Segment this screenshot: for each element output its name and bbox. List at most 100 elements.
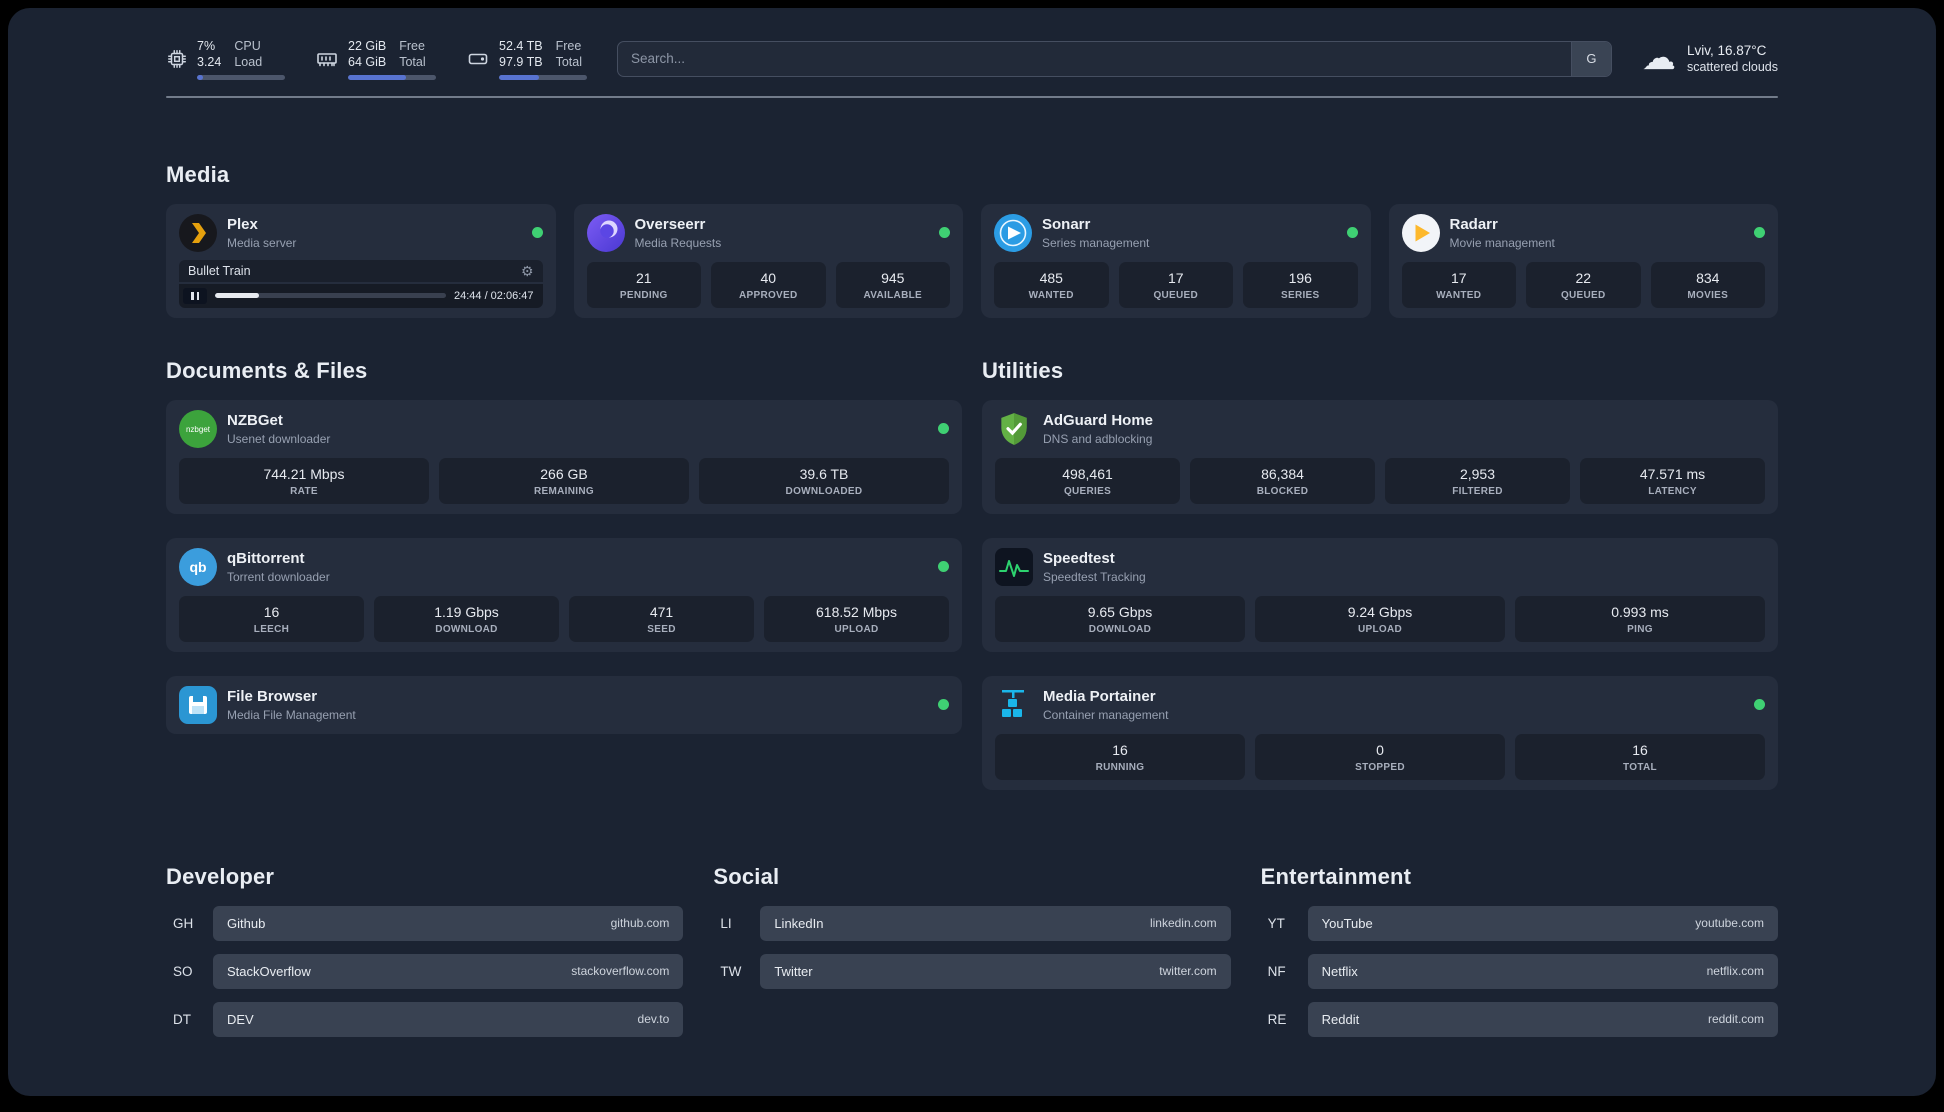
service-card-adguard[interactable]: AdGuard Home DNS and adblocking 498,461 … xyxy=(982,399,1778,514)
search-input[interactable] xyxy=(618,41,1571,76)
section-title-utilities: Utilities xyxy=(982,357,1064,383)
stat-value: 498,461 xyxy=(1062,465,1113,482)
section-title-documents: Documents & Files xyxy=(166,357,368,383)
service-card-qbittorrent[interactable]: qb qBittorrent Torrent downloader 16 LEE… xyxy=(166,537,962,652)
stat-label: APPROVED xyxy=(738,289,798,301)
service-desc: Media Requests xyxy=(634,235,722,250)
service-name: Speedtest xyxy=(1043,549,1115,567)
service-desc: Media File Management xyxy=(227,707,356,722)
bookmark-domain: stackoverflow.com xyxy=(571,964,670,978)
bookmark-twitter[interactable]: TW Twitter twitter.com xyxy=(713,953,1231,989)
stat-value: 21 xyxy=(635,269,652,286)
status-dot xyxy=(938,423,949,434)
section-media: Media Plex Media server Bullet Train xyxy=(166,162,1778,318)
stat-latency: 47.571 ms LATENCY xyxy=(1580,457,1765,504)
memory-free-label: Free xyxy=(399,39,425,53)
stat-ping: 0.993 ms PING xyxy=(1515,595,1765,642)
bookmark-linkedin[interactable]: LI LinkedIn linkedin.com xyxy=(713,905,1231,941)
service-desc: Media server xyxy=(227,235,297,250)
service-card-filebrowser[interactable]: File Browser Media File Management xyxy=(166,675,962,734)
portainer-icon xyxy=(995,686,1033,724)
bookmark-abbr: NF xyxy=(1267,963,1286,979)
stat-wanted: 485 WANTED xyxy=(994,261,1109,308)
status-dot xyxy=(531,227,543,238)
bookmark-dev[interactable]: DT DEV dev.to xyxy=(166,1001,684,1037)
disk-free-label: Free xyxy=(555,39,582,53)
bookmark-stackoverflow[interactable]: SO StackOverflow stackoverflow.com xyxy=(166,953,684,989)
bookmark-youtube[interactable]: YT YouTube youtube.com xyxy=(1261,905,1778,941)
stat-queued: 22 QUEUED xyxy=(1526,261,1641,308)
bookmark-reddit[interactable]: RE Reddit reddit.com xyxy=(1261,1001,1778,1037)
stat-remaining: 266 GB REMAINING xyxy=(439,457,689,504)
stat-value: 945 xyxy=(881,269,905,286)
svg-text:qb: qb xyxy=(189,559,206,575)
stat-label: LEECH xyxy=(253,623,290,635)
header-divider xyxy=(166,95,1778,98)
stat-stopped: 0 STOPPED xyxy=(1255,733,1505,780)
service-desc: Usenet downloader xyxy=(227,431,331,446)
stat-label: SEED xyxy=(647,623,676,635)
top-bar: 7% 3.24 CPU Load xyxy=(166,38,1778,80)
cpu-usage-bar xyxy=(197,74,285,80)
stat-label: RATE xyxy=(290,485,318,497)
stat-value: 17 xyxy=(1167,269,1184,286)
section-documents: Documents & Files nzbget NZBGet U xyxy=(166,358,962,734)
service-desc: Container management xyxy=(1043,707,1169,722)
player-settings-icon[interactable]: ⚙ xyxy=(520,262,534,279)
service-card-speedtest[interactable]: Speedtest Speedtest Tracking 9.65 Gbps D… xyxy=(982,537,1778,652)
service-card-nzbget[interactable]: nzbget NZBGet Usenet downloader 744.21 M… xyxy=(166,399,962,514)
status-dot xyxy=(1754,227,1765,238)
stat-seed: 471 SEED xyxy=(569,595,754,642)
service-name: File Browser xyxy=(227,687,318,705)
memory-usage-fill xyxy=(348,74,407,80)
pause-button[interactable] xyxy=(183,287,207,304)
stat-label: LATENCY xyxy=(1648,485,1697,497)
stat-label: UPLOAD xyxy=(834,623,879,635)
stat-label: QUEUED xyxy=(1560,289,1606,301)
stat-label: FILTERED xyxy=(1452,485,1503,497)
service-card-sonarr[interactable]: Sonarr Series management 485 WANTED 17 Q… xyxy=(981,203,1371,318)
stat-label: SERIES xyxy=(1281,289,1320,301)
bookmark-domain: dev.to xyxy=(637,1012,670,1026)
service-name: NZBGet xyxy=(227,411,283,429)
weather-widget: ☁ Lviv, 16.87°C scattered clouds xyxy=(1642,42,1778,76)
stat-upload: 618.52 Mbps UPLOAD xyxy=(764,595,949,642)
service-desc: Torrent downloader xyxy=(227,569,330,584)
bookmark-domain: github.com xyxy=(610,916,670,930)
bookmark-github[interactable]: GH Github github.com xyxy=(166,905,684,941)
bookmark-name: LinkedIn xyxy=(774,915,824,931)
stat-value: 834 xyxy=(1696,269,1720,286)
stat-label: UPLOAD xyxy=(1357,623,1403,635)
stat-label: WANTED xyxy=(1028,289,1074,301)
stat-label: AVAILABLE xyxy=(863,289,922,301)
stat-label: MOVIES xyxy=(1687,289,1729,301)
memory-free-value: 22 GiB xyxy=(348,39,387,53)
bookmark-netflix[interactable]: NF Netflix netflix.com xyxy=(1261,953,1778,989)
playback-progress-bar[interactable] xyxy=(215,293,446,298)
stat-value: 9.24 Gbps xyxy=(1347,603,1413,620)
bookmark-abbr: LI xyxy=(720,915,732,931)
cpu-label-bottom: Load xyxy=(234,55,263,70)
stat-available: 945 AVAILABLE xyxy=(835,261,950,308)
service-card-plex[interactable]: Plex Media server Bullet Train ⚙ xyxy=(166,203,556,318)
bookmark-group-entertainment: Entertainment YT YouTube youtube.com NF … xyxy=(1261,864,1778,1037)
service-card-overseerr[interactable]: Overseerr Media Requests 21 PENDING 40 A… xyxy=(573,203,963,318)
stat-rate: 744.21 Mbps RATE xyxy=(179,457,429,504)
service-card-radarr[interactable]: Radarr Movie management 17 WANTED 22 QUE… xyxy=(1388,203,1778,318)
stat-value: 22 xyxy=(1575,269,1592,286)
service-name: Overseerr xyxy=(634,215,706,233)
service-card-portainer[interactable]: Media Portainer Container management 16 … xyxy=(982,675,1778,790)
stat-label: DOWNLOAD xyxy=(435,623,498,635)
qbittorrent-icon: qb xyxy=(179,547,217,586)
stat-label: BLOCKED xyxy=(1256,485,1309,497)
stat-label: DOWNLOAD xyxy=(1088,623,1152,635)
service-name: qBittorrent xyxy=(227,549,305,567)
search-engine-button[interactable]: G xyxy=(1570,41,1611,76)
bookmark-name: Netflix xyxy=(1321,963,1358,979)
filebrowser-icon xyxy=(179,685,217,724)
search-bar[interactable]: G xyxy=(617,40,1612,77)
service-name: Sonarr xyxy=(1042,215,1091,233)
stat-blocked: 86,384 BLOCKED xyxy=(1190,457,1375,504)
stat-value: 16 xyxy=(263,603,280,620)
section-title-social: Social xyxy=(713,863,780,889)
